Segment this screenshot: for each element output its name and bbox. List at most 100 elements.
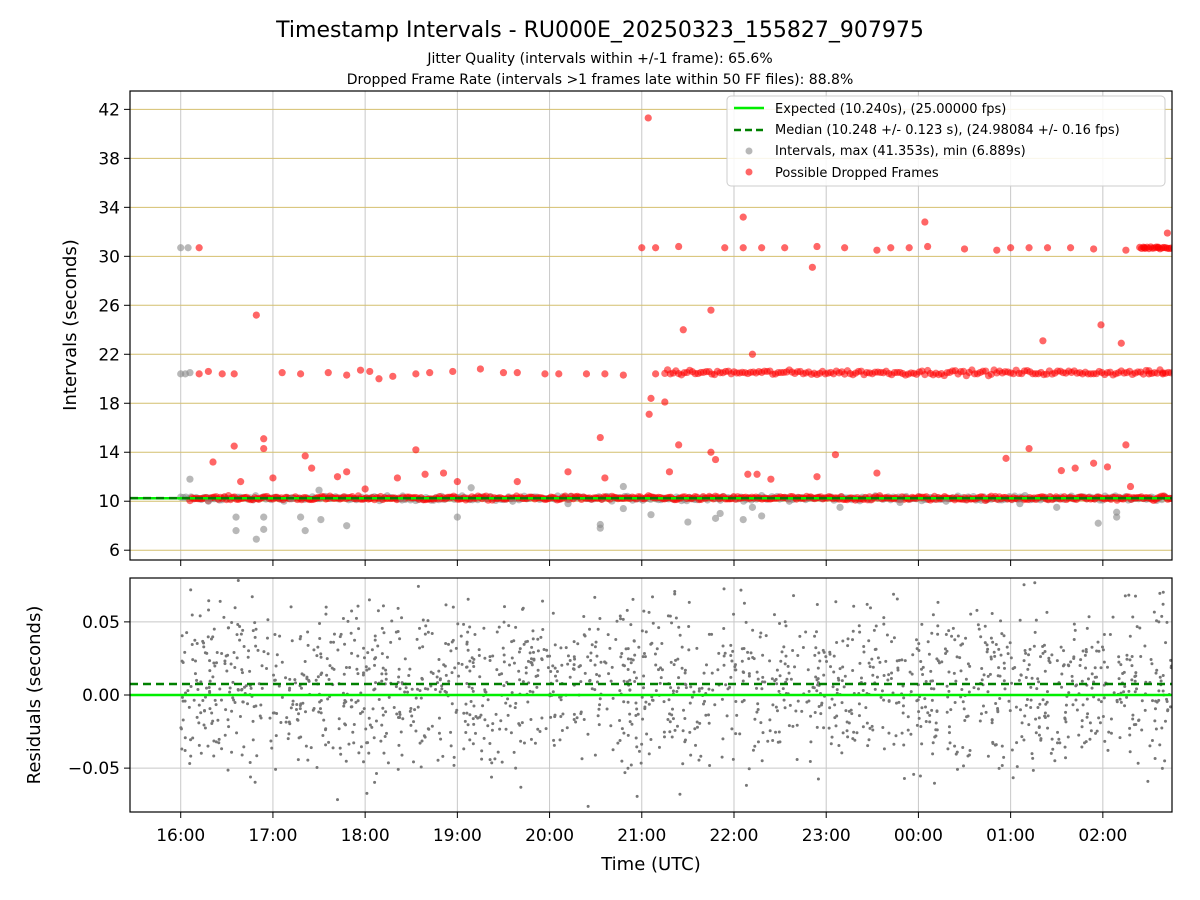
interval-point [453,513,461,521]
residual-point [324,743,328,747]
residual-point [793,665,797,669]
residual-point [275,653,279,657]
dropped-point [652,244,660,252]
residual-point [674,658,678,662]
residual-point [510,640,514,644]
dropped-point [665,468,674,476]
residual-point [993,654,997,658]
residual-point [643,707,647,711]
dropped-point [260,444,268,453]
residual-point [426,687,430,691]
residual-point [662,700,666,704]
residual-point [834,600,838,604]
residual-point [668,730,672,734]
residual-point [1159,679,1163,683]
residual-point [1136,761,1140,765]
residual-point [639,761,643,765]
residual-point [952,671,956,675]
residual-point [697,687,701,691]
residual-point [1150,662,1154,666]
residual-point [747,657,751,661]
dropped-point [707,448,715,456]
residual-point [1119,663,1123,667]
residual-point [440,687,444,691]
interval-point [739,515,747,524]
residual-point [381,706,385,710]
residual-point [187,705,191,709]
residual-point [991,640,995,644]
residual-point [1095,649,1099,653]
residual-point [1045,690,1049,694]
residual-point [435,675,439,679]
residual-point [291,699,295,703]
residual-point [1069,660,1073,664]
residual-point [502,620,506,624]
residual-point [862,645,866,649]
residual-point [1043,669,1047,673]
residual-point [857,714,861,718]
residual-point [241,628,245,632]
residual-point [315,765,319,769]
residual-point [327,678,331,682]
residual-point [376,644,380,648]
residual-point [1055,659,1059,663]
residual-point [209,637,213,641]
residual-point [207,608,211,612]
residual-point [1003,687,1007,691]
residual-point [629,657,633,661]
residual-point [259,703,263,707]
residual-point [931,679,935,683]
residual-point [212,661,216,665]
residual-point [1051,747,1055,751]
residual-point [936,624,940,628]
residual-point [662,730,666,734]
residual-point [787,724,791,728]
residual-point [683,668,687,672]
residual-point [498,727,502,731]
residual-point [1155,668,1159,672]
residual-point [465,711,469,715]
interval-point [596,524,604,532]
residual-point [681,762,685,766]
dropped-point [296,370,305,378]
residual-point [948,741,952,745]
residual-point [324,727,328,731]
dropped-point [308,464,316,472]
residual-point [354,616,358,620]
residual-point [566,662,570,666]
residual-point [424,624,428,628]
residual-point [228,690,232,694]
residual-point [1085,715,1089,719]
residual-point [367,716,371,720]
residual-point [668,720,672,724]
residual-point [580,757,584,761]
residual-point [367,751,371,755]
interval-point [748,503,757,511]
residual-point [280,695,284,699]
residual-point [892,636,896,640]
residual-point [807,689,811,693]
residual-point [222,615,226,619]
residual-point [1093,666,1097,670]
residual-point [873,687,877,691]
residual-point [272,711,276,715]
residual-point [586,655,590,659]
residual-point [368,723,372,727]
residual-point [976,687,980,691]
residual-point [238,624,242,628]
residual-point [964,677,968,681]
intervals-frame [129,90,1173,561]
residual-point [1140,728,1144,732]
residual-point [436,758,440,762]
residual-point [490,775,494,779]
residual-point [651,698,655,702]
dropped-point [260,435,268,443]
residual-point [775,709,779,713]
residual-point [1160,726,1164,730]
x-tick-label: 18:00 [341,826,390,846]
dropped-point [204,367,212,376]
residual-point [538,729,542,733]
residual-point [593,645,597,649]
residual-point [687,648,691,652]
